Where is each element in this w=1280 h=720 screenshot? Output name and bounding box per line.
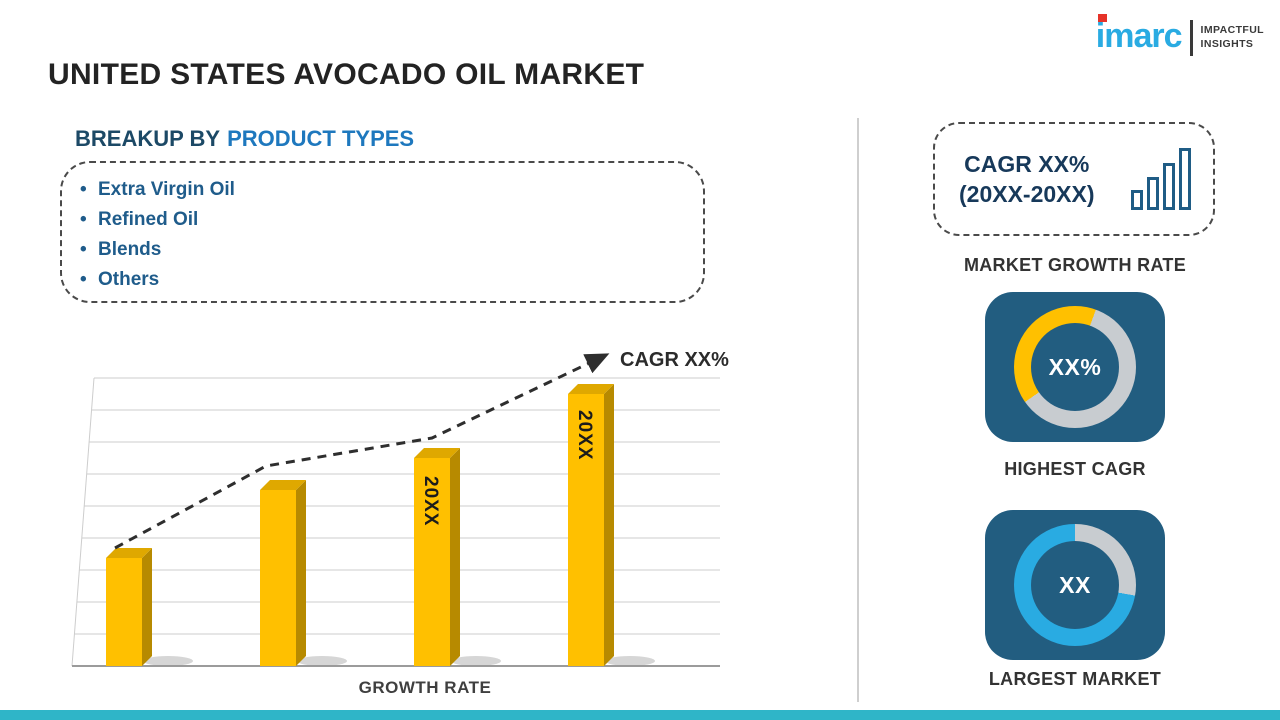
donut-hole: XX <box>1031 541 1119 629</box>
list-item-refined-oil: Refined Oil <box>78 205 703 235</box>
logo-tagline-line1: IMPACTFUL <box>1200 24 1264 36</box>
cagr-trend-label: CAGR XX% <box>620 349 729 371</box>
cagr-summary-box: CAGR XX% (20XX-20XX) <box>933 122 1215 236</box>
largest-market-card: XX <box>985 510 1165 660</box>
bar-3 <box>414 448 460 666</box>
cagr-line2: (20XX-20XX) <box>959 181 1095 207</box>
breakup-heading: BREAKUP BY PRODUCT TYPES <box>75 126 414 152</box>
cagr-summary-text: CAGR XX% (20XX-20XX) <box>959 149 1095 209</box>
list-item-label: Blends <box>98 239 162 260</box>
bar-3-label: 20XX <box>420 476 441 526</box>
cagr-trend-line <box>114 353 610 550</box>
bar-chart-icon <box>1131 148 1191 210</box>
highest-cagr-label: HIGHEST CAGR <box>1004 459 1146 479</box>
bar-shadows <box>143 656 655 666</box>
list-item-label: Others <box>98 269 160 290</box>
growth-rate-bar-chart: 20XX 20XX CAGR XX% <box>71 349 729 667</box>
bottom-accent-bar <box>0 710 1280 720</box>
chart-x-axis-label: GROWTH RATE <box>358 678 492 697</box>
donut-chart-highest-cagr: XX% <box>1014 306 1136 428</box>
imarc-logo: imarc IMPACTFUL INSIGHTS <box>1095 14 1264 56</box>
chart-gridlines <box>71 377 720 667</box>
donut-hole: XX% <box>1031 323 1119 411</box>
largest-market-value: XX <box>1059 571 1091 598</box>
bar-4-label: 20XX <box>574 410 595 460</box>
highest-cagr-value: XX% <box>1048 353 1102 380</box>
logo-tagline-line2: INSIGHTS <box>1200 38 1254 50</box>
cagr-line1: CAGR XX% <box>964 151 1090 177</box>
list-item-label: Refined Oil <box>98 209 199 230</box>
donut-chart-largest-market: XX <box>1014 524 1136 646</box>
breakup-heading-prefix: BREAKUP BY <box>75 126 221 151</box>
list-item-blends: Blends <box>78 235 703 265</box>
highest-cagr-card: XX% <box>985 292 1165 442</box>
page-title: UNITED STATES AVOCADO OIL MARKET <box>48 58 645 91</box>
largest-market-label: LARGEST MARKET <box>988 669 1162 689</box>
list-item-label: Extra Virgin Oil <box>98 179 235 200</box>
market-growth-rate-label: MARKET GROWTH RATE <box>963 255 1187 275</box>
breakup-heading-highlight: PRODUCT TYPES <box>227 126 415 151</box>
bar-2 <box>260 480 306 666</box>
imarc-logo-text: imarc <box>1095 14 1183 55</box>
product-types-box: Extra Virgin Oil Refined Oil Blends Othe… <box>60 161 705 303</box>
section-divider <box>857 118 859 702</box>
logo-divider-bar <box>1189 20 1193 56</box>
list-item-others: Others <box>78 265 703 295</box>
list-item-extra-virgin-oil: Extra Virgin Oil <box>78 175 703 205</box>
bar-1 <box>106 548 152 666</box>
logo-tagline: IMPACTFUL INSIGHTS <box>1201 24 1264 50</box>
bar-4 <box>568 384 614 666</box>
